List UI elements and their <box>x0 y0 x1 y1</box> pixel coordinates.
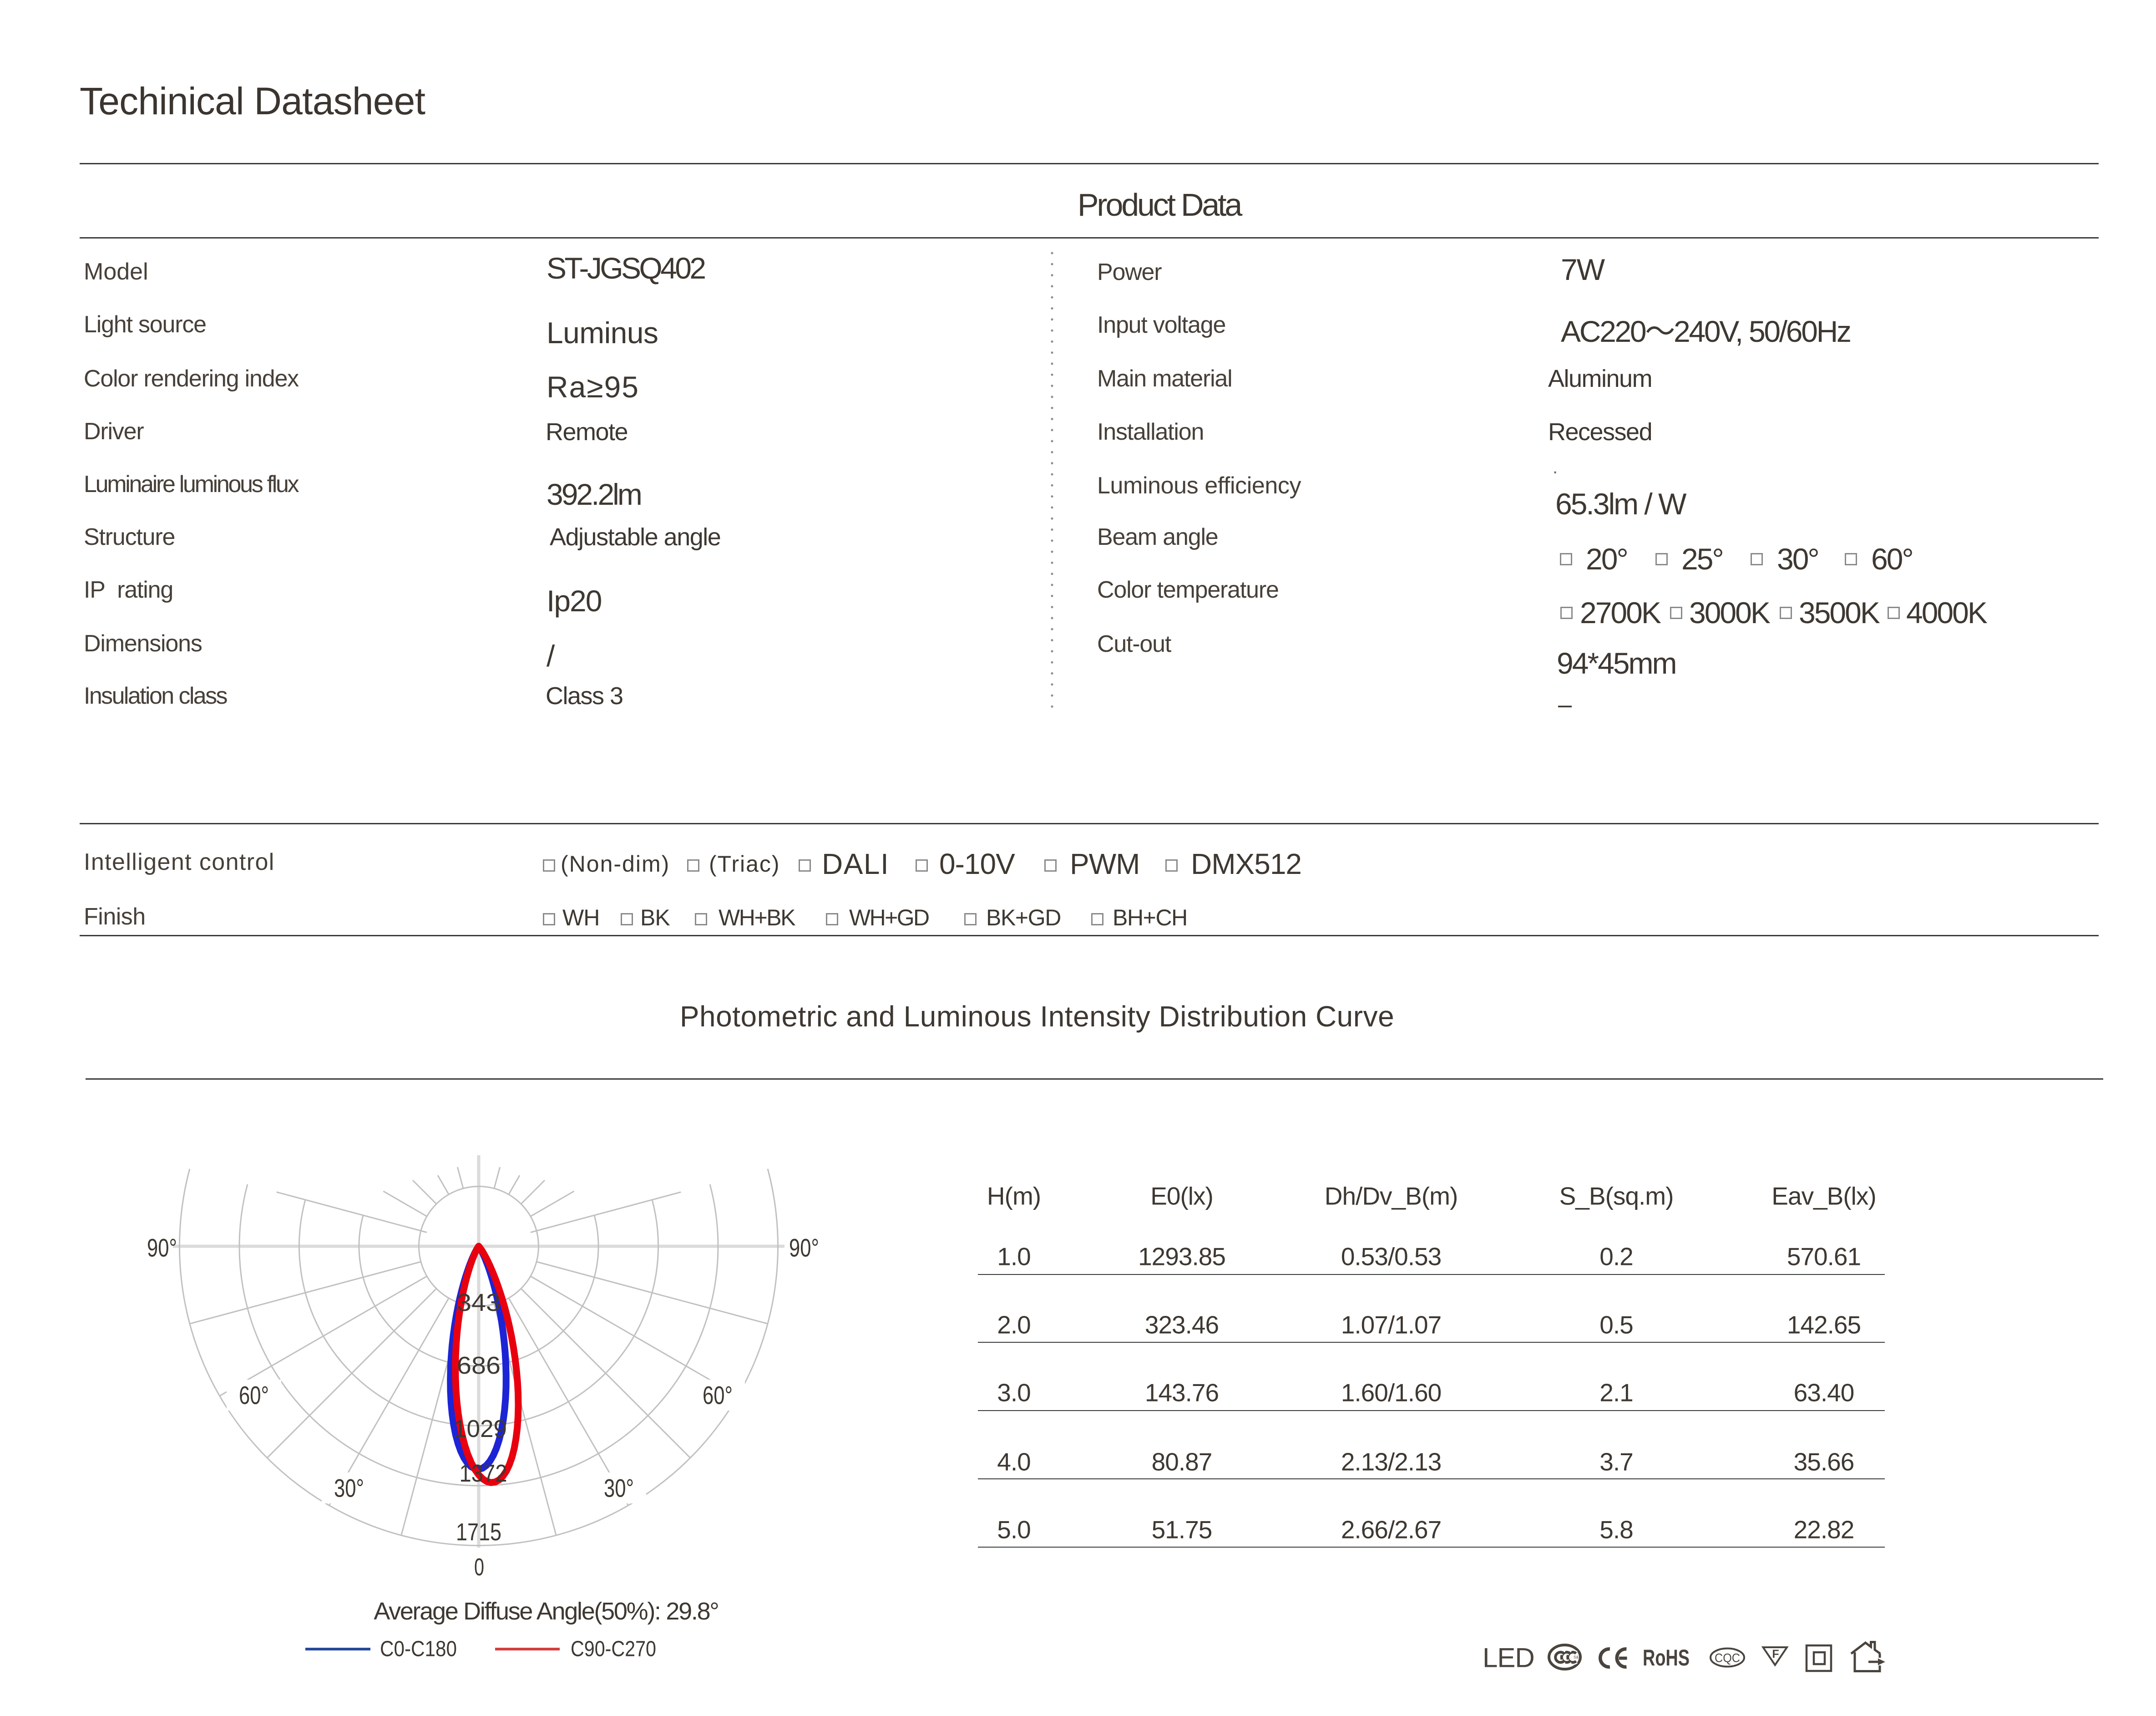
svg-text:S&E: S&E <box>1574 1655 1581 1660</box>
svg-text:60°: 60° <box>703 1381 733 1410</box>
svg-text:RoHS: RoHS <box>1643 1645 1690 1670</box>
svg-text:LED: LED <box>1483 1643 1534 1673</box>
svg-text:1715: 1715 <box>456 1518 501 1546</box>
svg-text:90°: 90° <box>147 1234 177 1262</box>
svg-text:CQC: CQC <box>1715 1651 1740 1665</box>
svg-text:Average Diffuse Angle(50%): 29: Average Diffuse Angle(50%): 29.8° <box>374 1598 718 1625</box>
svg-text:30°: 30° <box>604 1474 634 1503</box>
svg-text:F: F <box>1772 1648 1779 1660</box>
svg-text:60°: 60° <box>239 1381 269 1410</box>
svg-text:30°: 30° <box>334 1474 364 1503</box>
svg-text:1372: 1372 <box>460 1460 507 1487</box>
svg-text:C90-C270: C90-C270 <box>571 1637 656 1661</box>
svg-text:C0-C180: C0-C180 <box>380 1637 457 1661</box>
svg-text:0: 0 <box>474 1554 484 1581</box>
svg-text:1029: 1029 <box>453 1415 507 1442</box>
svg-text:686: 686 <box>457 1352 501 1379</box>
svg-text:90°: 90° <box>789 1234 819 1262</box>
svg-text:343: 343 <box>457 1289 501 1316</box>
